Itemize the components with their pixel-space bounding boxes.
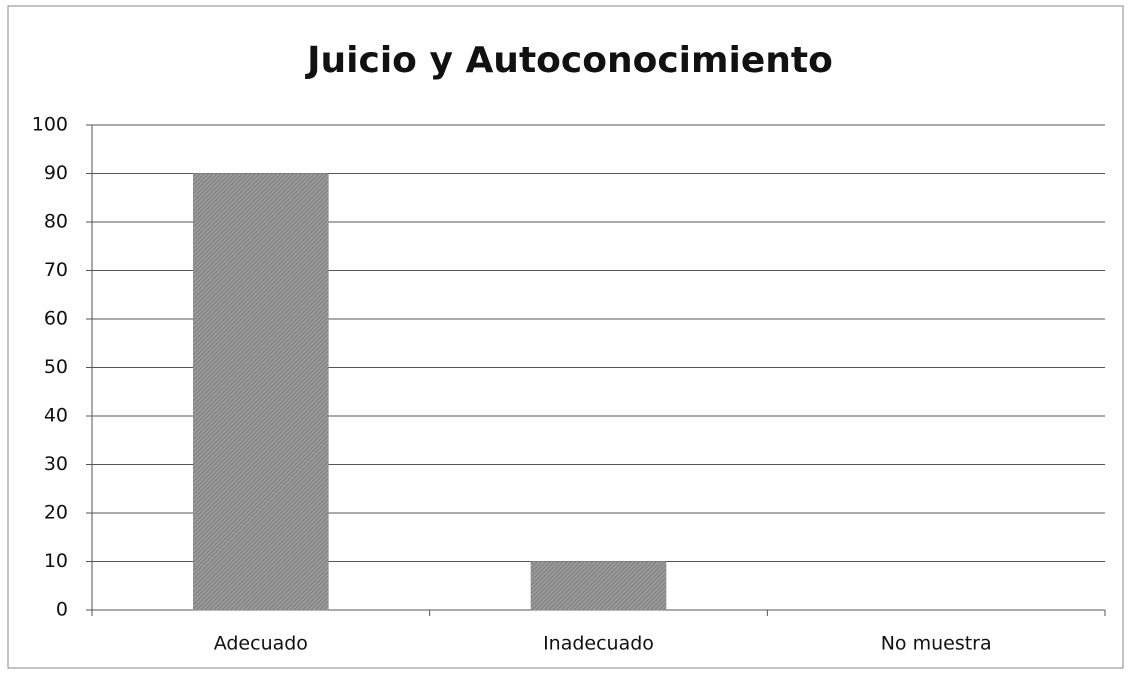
y-tick-label: 50: [44, 356, 68, 378]
bar: [530, 561, 667, 611]
y-tick-label: 100: [32, 114, 68, 136]
chart-frame: [7, 5, 1124, 669]
y-tick-label: 80: [44, 211, 68, 233]
bar: [193, 173, 329, 611]
chart-title: Juicio y Autoconocimiento: [304, 40, 833, 81]
y-tick-label: 40: [44, 405, 68, 427]
y-tick-label: 20: [44, 502, 68, 524]
y-tick-label: 90: [44, 162, 68, 184]
y-tick-label: 30: [44, 453, 68, 475]
x-tick-label: Inadecuado: [543, 633, 654, 655]
y-tick-label: 60: [44, 308, 68, 330]
y-tick-label: 70: [44, 259, 68, 281]
y-tick-label: 10: [44, 550, 68, 572]
x-tick-label: Adecuado: [214, 633, 308, 655]
x-tick-label: No muestra: [881, 633, 992, 655]
y-tick-label: 0: [56, 599, 68, 621]
